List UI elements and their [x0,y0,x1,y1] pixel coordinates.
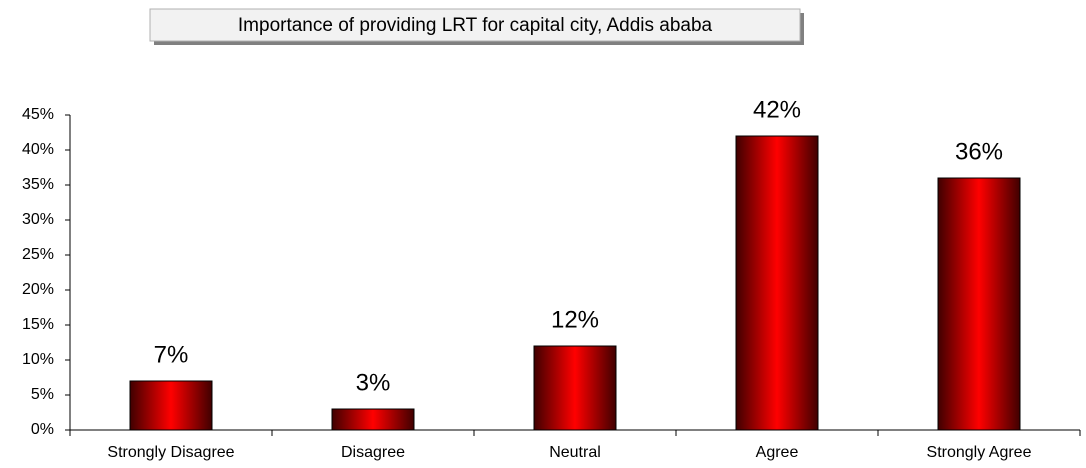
x-tick-label: Disagree [341,444,405,461]
y-tick-label: 45% [22,106,54,123]
data-label: 3% [356,369,391,396]
y-tick-label: 0% [31,421,54,438]
title-box [149,8,801,42]
x-tick-label: Strongly Disagree [107,444,234,461]
y-tick-label: 40% [22,141,54,158]
chart-title: Importance of providing LRT for capital … [238,15,713,36]
data-label: 7% [154,341,189,368]
bar [533,345,617,431]
data-label: 12% [551,306,599,333]
bar [129,380,213,431]
x-tick-label: Neutral [549,444,601,461]
y-tick-label: 30% [22,211,54,228]
y-tick-label: 5% [31,386,54,403]
y-tick-label: 15% [22,316,54,333]
x-tick-label: Agree [756,444,799,461]
y-tick-label: 25% [22,246,54,263]
y-tick-label: 35% [22,176,54,193]
y-tick-label: 10% [22,351,54,368]
x-tick-label: Strongly Agree [927,444,1032,461]
bar [937,177,1021,431]
bar [735,135,819,431]
y-tick-label: 20% [22,281,54,298]
data-label: 42% [753,96,801,123]
data-label: 36% [955,138,1003,165]
bar [331,408,415,431]
